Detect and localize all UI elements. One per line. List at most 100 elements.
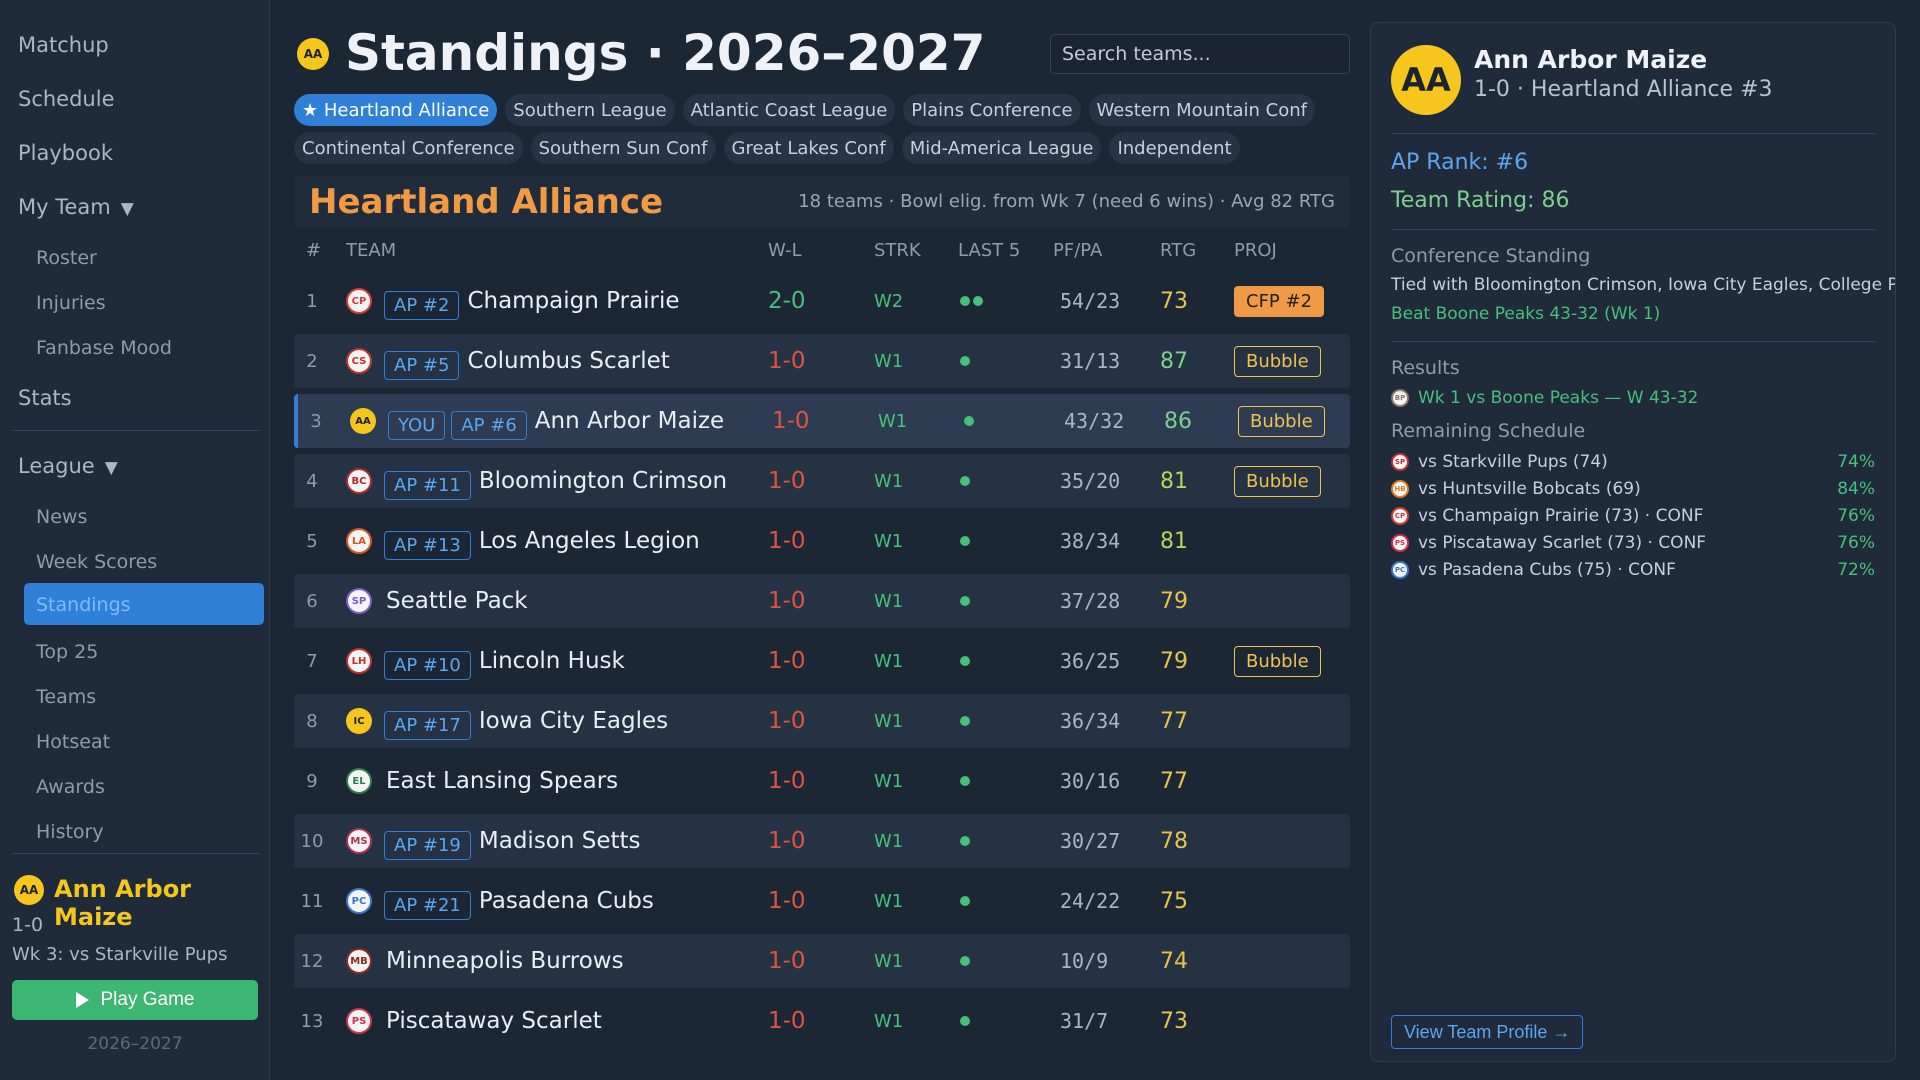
team-name[interactable]: Madison Setts [478,828,641,854]
conf-tab-western-mountain-conf[interactable]: Western Mountain Conf [1088,94,1315,126]
conf-tab-great-lakes-conf[interactable]: Great Lakes Conf [723,132,894,164]
win-loss: 1-0 [768,768,806,794]
col-rtg[interactable]: RTG [1160,240,1197,261]
nav-hotseat[interactable]: Hotseat [36,731,111,753]
table-row[interactable]: 2 CS AP #5 Columbus Scarlet 1-0 W1 31/13… [294,334,1350,388]
points-for-against: 35/20 [1060,469,1121,493]
team-detail-panel: AA Ann Arbor Maize 1-0 · Heartland Allia… [1370,22,1896,1062]
win-dot [960,476,970,486]
table-row[interactable]: 3 AA YOU AP #6 Ann Arbor Maize 1-0 W1 43/… [294,394,1350,448]
conf-tab-continental-conference[interactable]: Continental Conference [294,132,523,164]
col-proj[interactable]: PROJ [1234,240,1277,261]
points-for-against: 43/32 [1064,409,1125,433]
opponent-text: vs Pasadena Cubs (75) · CONF [1418,560,1676,580]
nav-league[interactable]: League ▼ [18,454,118,478]
rank: 7 [306,650,318,672]
nav-week-scores[interactable]: Week Scores [36,551,158,573]
col-rank[interactable]: # [306,240,322,261]
nav-standings[interactable]: Standings [24,583,264,625]
search-input[interactable] [1050,34,1350,74]
team-name[interactable]: Bloomington Crimson [478,468,728,494]
nav-fanbase-mood[interactable]: Fanbase Mood [36,337,172,359]
nav-stats[interactable]: Stats [18,386,72,410]
nav-playbook[interactable]: Playbook [18,141,113,165]
play-game-label: Play Game [100,989,195,1010]
tiebreak-text: Beat Boone Peaks 43-32 (Wk 1) [1391,304,1661,324]
nav-history[interactable]: History [36,821,104,843]
points-for-against: 31/13 [1060,349,1121,373]
col-team[interactable]: TEAM [346,240,397,261]
table-row[interactable]: 13 PS Piscataway Scarlet 1-0 W1 31/7 73 [294,994,1350,1048]
table-row[interactable]: 8 IC AP #17 Iowa City Eagles 1-0 W1 36/3… [294,694,1350,748]
points-for-against: 36/34 [1060,709,1121,733]
team-name[interactable]: Columbus Scarlet [467,348,670,374]
view-team-profile-button[interactable]: View Team Profile → [1391,1015,1584,1049]
schedule-item[interactable]: PS vs Piscataway Scarlet (73) · CONF 76% [1391,530,1875,556]
table-row[interactable]: 4 BC AP #11 Bloomington Crimson 1-0 W1 3… [294,454,1350,508]
rank: 2 [306,350,318,372]
team-name[interactable]: Los Angeles Legion [478,528,700,554]
win-probability: 84% [1837,479,1875,499]
sidebar: Matchup Schedule Playbook My Team ▼ Roste… [0,0,270,1080]
team-name[interactable]: Champaign Prairie [467,288,680,314]
team-logo: CS [346,348,372,374]
team-name[interactable]: Ann Arbor Maize [534,408,725,434]
nav-my-team[interactable]: My Team ▼ [18,195,134,219]
nav-injuries[interactable]: Injuries [36,292,106,314]
team-name[interactable]: Minneapolis Burrows [386,948,624,974]
result-text: Wk 1 vs Boone Peaks — W 43-32 [1418,388,1699,408]
team-name[interactable]: Lincoln Husk [478,648,625,674]
team-name[interactable]: Iowa City Eagles [478,708,669,734]
col-wl[interactable]: W-L [768,240,802,261]
projection-badge: Bubble [1238,405,1325,437]
col-pfpa[interactable]: PF/PA [1053,240,1103,261]
table-row[interactable]: 9 EL East Lansing Spears 1-0 W1 30/16 77 [294,754,1350,808]
projection: Bubble [1238,394,1325,448]
team-name[interactable]: Piscataway Scarlet [386,1008,602,1034]
table-row[interactable]: 7 LH AP #10 Lincoln Husk 1-0 W1 36/25 79… [294,634,1350,688]
nav-matchup[interactable]: Matchup [18,33,109,57]
nav-schedule[interactable]: Schedule [18,87,115,111]
results-label: Results [1391,357,1460,379]
schedule-item[interactable]: SP vs Starkville Pups (74) 74% [1391,449,1875,475]
table-row[interactable]: 11 PC AP #21 Pasadena Cubs 1-0 W1 24/22 … [294,874,1350,928]
nav-teams[interactable]: Teams [36,686,97,708]
team-cell: LH AP #10 Lincoln Husk [346,634,625,688]
conference-meta: 18 teams · Bowl elig. from Wk 7 (need 6 … [798,191,1335,212]
team-name[interactable]: East Lansing Spears [386,768,619,794]
table-row[interactable]: 6 SP Seattle Pack 1-0 W1 37/28 79 [294,574,1350,628]
team-cell: CP AP #2 Champaign Prairie [346,274,680,328]
table-row[interactable]: 5 LA AP #13 Los Angeles Legion 1-0 W1 38… [294,514,1350,568]
nav-top-25[interactable]: Top 25 [36,641,99,663]
table-header: # TEAM W-L STRK LAST 5 PF/PA RTG PROJ [294,236,1350,266]
rank: 6 [306,590,318,612]
team-logo: AA [350,408,376,434]
conf-tab-plains-conference[interactable]: Plains Conference [903,94,1081,126]
conf-tab-southern-sun-conf[interactable]: Southern Sun Conf [530,132,716,164]
schedule-item[interactable]: PC vs Pasadena Cubs (75) · CONF 72% [1391,557,1875,583]
team-logo: CP [346,288,372,314]
team-name[interactable]: Seattle Pack [386,588,528,614]
conf-tab-mid-america-league[interactable]: Mid-America League [901,132,1102,164]
team-name[interactable]: Pasadena Cubs [478,888,654,914]
nav-news[interactable]: News [36,506,88,528]
table-row[interactable]: 10 MS AP #19 Madison Setts 1-0 W1 30/27 … [294,814,1350,868]
points-for-against: 24/22 [1060,889,1121,913]
schedule-item[interactable]: HB vs Huntsville Bobcats (69) 84% [1391,476,1875,502]
conference-tabs-row2: Continental Conference Southern Sun Conf… [294,132,1240,164]
schedule-item[interactable]: CP vs Champaign Prairie (73) · CONF 76% [1391,503,1875,529]
conf-tab-heartland-alliance[interactable]: ★ Heartland Alliance [294,94,498,126]
nav-roster[interactable]: Roster [36,247,97,269]
nav-awards[interactable]: Awards [36,776,105,798]
conf-tab-independent[interactable]: Independent [1109,132,1240,164]
conf-tab-atlantic-coast-league[interactable]: Atlantic Coast League [682,94,896,126]
play-game-button[interactable]: Play Game [12,980,258,1020]
col-last5[interactable]: LAST 5 [958,240,1021,261]
team-logo: MS [346,828,372,854]
win-loss: 1-0 [768,648,806,674]
col-strk[interactable]: STRK [874,240,921,261]
table-row[interactable]: 1 CP AP #2 Champaign Prairie 2-0 W2 54/2… [294,274,1350,328]
rank: 4 [306,470,318,492]
conf-tab-southern-league[interactable]: Southern League [505,94,675,126]
table-row[interactable]: 12 MB Minneapolis Burrows 1-0 W1 10/9 74 [294,934,1350,988]
